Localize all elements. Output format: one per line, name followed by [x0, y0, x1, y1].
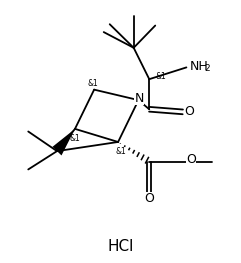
Text: O: O [144, 192, 154, 205]
Text: &1: &1 [69, 134, 80, 143]
Text: O: O [186, 153, 196, 166]
Text: &1: &1 [155, 72, 166, 80]
Text: NH: NH [189, 60, 208, 73]
Text: HCl: HCl [107, 239, 134, 254]
Text: N: N [134, 92, 144, 104]
Text: &1: &1 [87, 79, 98, 88]
Text: O: O [185, 105, 194, 118]
Polygon shape [53, 129, 75, 155]
Text: &1: &1 [115, 147, 126, 156]
Text: 2: 2 [205, 64, 210, 73]
